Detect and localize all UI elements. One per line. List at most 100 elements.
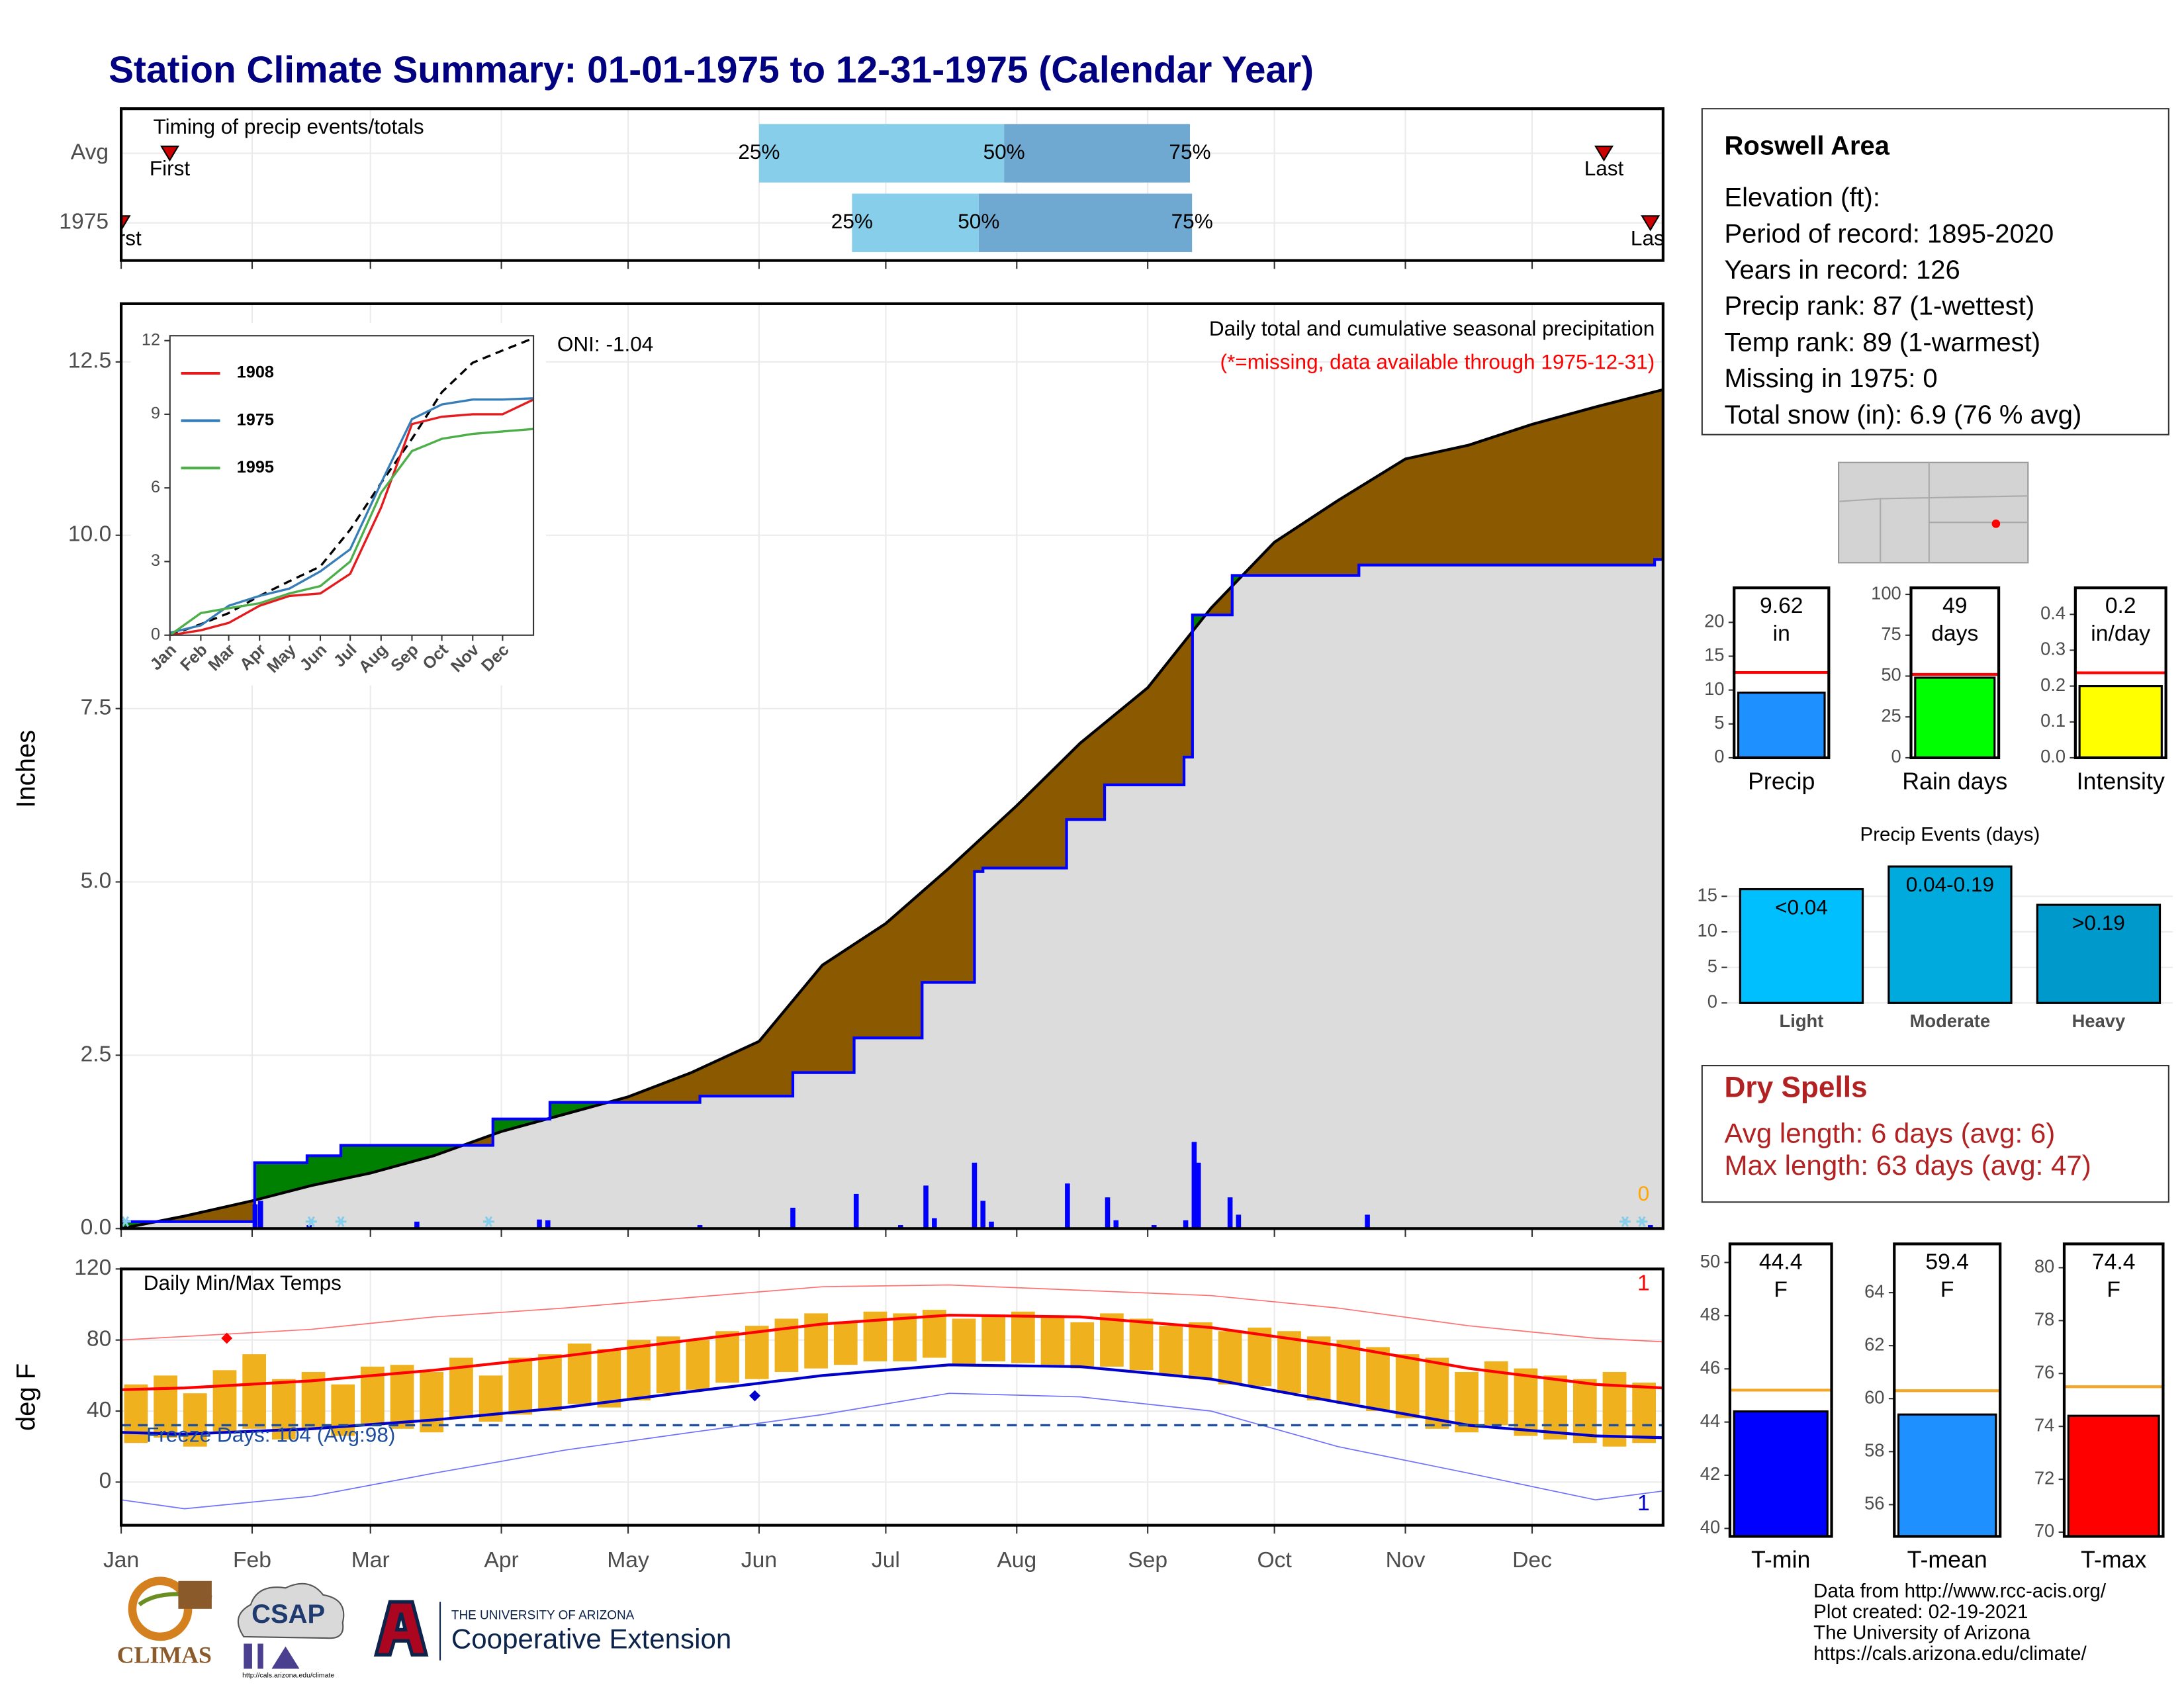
year-line — [121, 558, 1663, 1223]
plot-frame — [119, 107, 1664, 262]
value-label-box: 44.4 F — [1758, 1250, 1803, 1303]
locator-map — [1838, 461, 2029, 564]
missing-stroke — [307, 1216, 315, 1227]
university-text: THE UNIVERSITY OF ARIZONA — [451, 1608, 635, 1622]
missing-marker — [335, 1216, 347, 1227]
normal-low-line — [121, 1363, 1663, 1440]
y-tick-label: 75 — [1881, 623, 1901, 644]
daily-bar — [1105, 1197, 1111, 1229]
y-tick-label: 0 — [1707, 991, 1717, 1012]
missing-marker — [482, 1216, 494, 1227]
y-tick-label: 0.4 — [2040, 602, 2066, 623]
y-tick-label: 10.0 — [68, 522, 112, 547]
row-label: 1975 — [59, 210, 109, 234]
y-tick-label: 2.5 — [81, 1042, 112, 1066]
station-name: Roswell Area — [1724, 132, 1889, 161]
temp-bar — [893, 1313, 917, 1361]
y-tick-label: 120 — [74, 1256, 111, 1280]
base-area — [121, 559, 1663, 1229]
temp-bar — [154, 1375, 177, 1438]
bar — [1739, 888, 1864, 1004]
y-axis-label: Inches — [12, 730, 41, 808]
y-tick-label: 80 — [2034, 1256, 2054, 1277]
daily-bar — [414, 1221, 420, 1229]
x-tick-label: Apr — [484, 1548, 518, 1573]
panel-frame — [1909, 586, 2001, 760]
oni-label: ONI: -1.04 — [557, 332, 654, 355]
y-tick-label: 15 — [1704, 645, 1724, 665]
percent-label: 50% — [983, 140, 1025, 163]
temp-bar — [1189, 1322, 1212, 1379]
value-label-box: 59.4 F — [1925, 1251, 1969, 1303]
y-tick-label: 0.0 — [81, 1215, 112, 1240]
station-line: Period of record: 1895-2020 — [1724, 219, 2054, 248]
y-tick-label: 40 — [1700, 1517, 1720, 1537]
daily-bar — [1113, 1220, 1119, 1229]
record-count: 1 — [1637, 1491, 1650, 1516]
temp-bar — [597, 1349, 621, 1408]
y-axis-label: deg F — [12, 1363, 41, 1431]
y-tick-label: 3 — [151, 551, 160, 570]
panel-frame — [2073, 586, 2167, 760]
bar-label: 0.04-0.19 — [1906, 872, 1994, 896]
category-label: T-max — [2081, 1547, 2146, 1573]
y-tick-label: 0.0 — [2040, 746, 2066, 766]
event-marker — [1641, 215, 1661, 232]
y-tick-label: 12.5 — [68, 349, 112, 373]
plot-frame — [119, 302, 1664, 1230]
y-tick-label: 46 — [1700, 1357, 1720, 1377]
daily-bar — [537, 1219, 542, 1229]
value-label-box: 74.4 F — [2092, 1251, 2136, 1303]
temp-bar — [981, 1315, 1006, 1361]
daily-bar — [853, 1193, 859, 1229]
y-tick-label: 80 — [87, 1327, 111, 1351]
y-tick-label: 7.5 — [81, 696, 112, 720]
event-marker — [1594, 145, 1614, 162]
ua-logo: THE UNIVERSITY OF ARIZONA Cooperative Ex… — [373, 1600, 731, 1661]
temp-bar — [508, 1357, 533, 1415]
value-label: 49 days — [1931, 594, 1979, 647]
daily-bar — [923, 1185, 929, 1229]
percent-label: 75% — [1171, 209, 1213, 233]
series-line — [169, 397, 534, 634]
temp-bar — [656, 1336, 680, 1394]
y-tick-label: 100 — [1871, 582, 1901, 603]
category-label: Intensity — [2077, 768, 2165, 794]
dry-spells-line: Avg length: 6 days (avg: 6) — [1724, 1117, 2055, 1148]
chart-title: Timing of precip events/totals — [154, 114, 424, 138]
chart-title: Daily total and cumulative seasonal prec… — [1209, 316, 1655, 340]
daily-bar — [1191, 1142, 1197, 1229]
row-label: Avg — [71, 140, 109, 164]
bar — [1737, 691, 1826, 759]
temp-bar — [1011, 1311, 1035, 1363]
y-tick-label: 5 — [1714, 712, 1724, 733]
daily-bar — [1151, 1225, 1157, 1229]
panel-frame — [2062, 1242, 2165, 1538]
daily-bar — [1365, 1214, 1370, 1229]
footer-line: Plot created: 02-19-2021 — [1813, 1601, 2028, 1623]
temp-bar — [1248, 1327, 1272, 1387]
y-tick-label: 15 — [1698, 884, 1717, 905]
y-tick-label: 70 — [2034, 1520, 2054, 1541]
category-label: T-mean — [1907, 1547, 1987, 1573]
temp-bar — [627, 1340, 651, 1400]
record-low-line — [121, 1393, 1663, 1510]
temp-bar — [1366, 1347, 1390, 1412]
footer-line: https://cals.arizona.edu/climate/ — [1813, 1643, 2087, 1665]
bar — [1888, 865, 2013, 1004]
extension-text: Cooperative Extension — [451, 1623, 731, 1654]
y-tick-label: 48 — [1700, 1304, 1720, 1324]
missing-marker — [1636, 1216, 1648, 1227]
count-label: 0 — [1638, 1181, 1650, 1205]
bar — [2067, 1414, 2160, 1537]
y-tick-label: 10 — [1698, 920, 1717, 940]
y-tick-label: 20 — [1704, 611, 1724, 631]
x-tick-label: Moderate — [1910, 1011, 1991, 1031]
daily-bar — [989, 1221, 994, 1229]
record-count: 1 — [1637, 1271, 1650, 1295]
csap-logo: CSAP http://cals.arizona.edu/climate — [237, 1582, 345, 1680]
temp-bar — [1336, 1340, 1361, 1404]
timing-bar — [758, 124, 1005, 183]
value-label: 44.4 F — [1758, 1250, 1803, 1303]
